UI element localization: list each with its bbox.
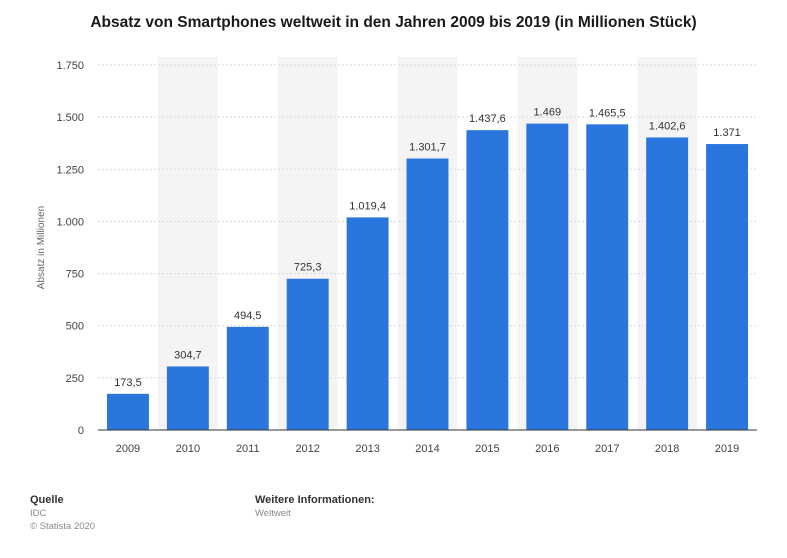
x-tick-label: 2016 [535,443,559,455]
value-label: 1.469 [534,107,562,119]
bar[interactable] [346,217,389,430]
bar-chart: 0 250 500 750 1.000 1.250 1.500 1.750 173,5 304,… [36,57,757,455]
value-label: 1.465,5 [589,107,626,119]
bar[interactable] [586,124,629,431]
bar[interactable] [466,130,509,430]
y-tick-label: 500 [66,321,84,333]
y-axis-label: Absatz in Millionen [36,206,47,289]
bar[interactable] [706,144,749,430]
value-label: 725,3 [294,262,322,274]
info-block: Weitere Informationen: Weltweit [255,494,375,519]
source-block: Quelle IDC © Statista 2020 [30,494,95,532]
value-label: 1.371 [713,127,741,139]
chart-title: Absatz von Smartphones weltweit in den J… [90,14,697,31]
x-tick-label: 2012 [295,443,319,455]
value-label: 173,5 [114,377,142,389]
x-tick-label: 2017 [595,443,619,455]
y-tick-label: 250 [66,373,84,385]
value-label: 1.437,6 [469,113,506,125]
y-tick-label: 1.750 [56,60,84,72]
x-tick-label: 2009 [116,443,140,455]
info-label: Weitere Informationen: [255,494,375,506]
bar[interactable] [106,393,149,430]
bar[interactable] [526,123,569,430]
bar[interactable] [166,366,209,430]
value-label: 1.402,6 [649,120,686,132]
x-tick-label: 2019 [715,443,739,455]
value-label: 304,7 [174,349,202,361]
x-tick-label: 2013 [355,443,379,455]
bar[interactable] [286,278,329,430]
bar[interactable] [646,137,689,431]
x-tick-label: 2015 [475,443,499,455]
value-label: 1.301,7 [409,142,446,154]
bar[interactable] [406,158,449,431]
x-tick-label: 2014 [415,443,439,455]
y-tick-label: 1.500 [56,112,84,124]
y-tick-labels: 0 250 500 750 1.000 1.250 1.500 1.750 [56,60,84,437]
x-tick-label: 2010 [176,443,200,455]
source-value[interactable]: IDC [30,508,47,519]
y-tick-label: 750 [66,269,84,281]
x-tick-label: 2011 [236,443,260,455]
copyright-text: © Statista 2020 [30,521,96,532]
y-tick-label: 0 [78,425,84,437]
info-value: Weltweit [255,508,291,519]
value-labels: 173,5 304,7 494,5 725,3 1.019,4 1.301,7 1.437,… [114,107,741,389]
x-tick-labels: 2009 2010 2011 2012 2013 2014 2015 2016 2017 2018… [116,443,740,455]
bar[interactable] [226,326,269,430]
source-label: Quelle [30,494,64,506]
x-tick-label: 2018 [655,443,679,455]
y-tick-label: 1.000 [56,216,84,228]
value-label: 1.019,4 [349,200,386,212]
bars [106,123,749,431]
value-label: 494,5 [234,310,262,322]
y-tick-label: 1.250 [56,164,84,176]
